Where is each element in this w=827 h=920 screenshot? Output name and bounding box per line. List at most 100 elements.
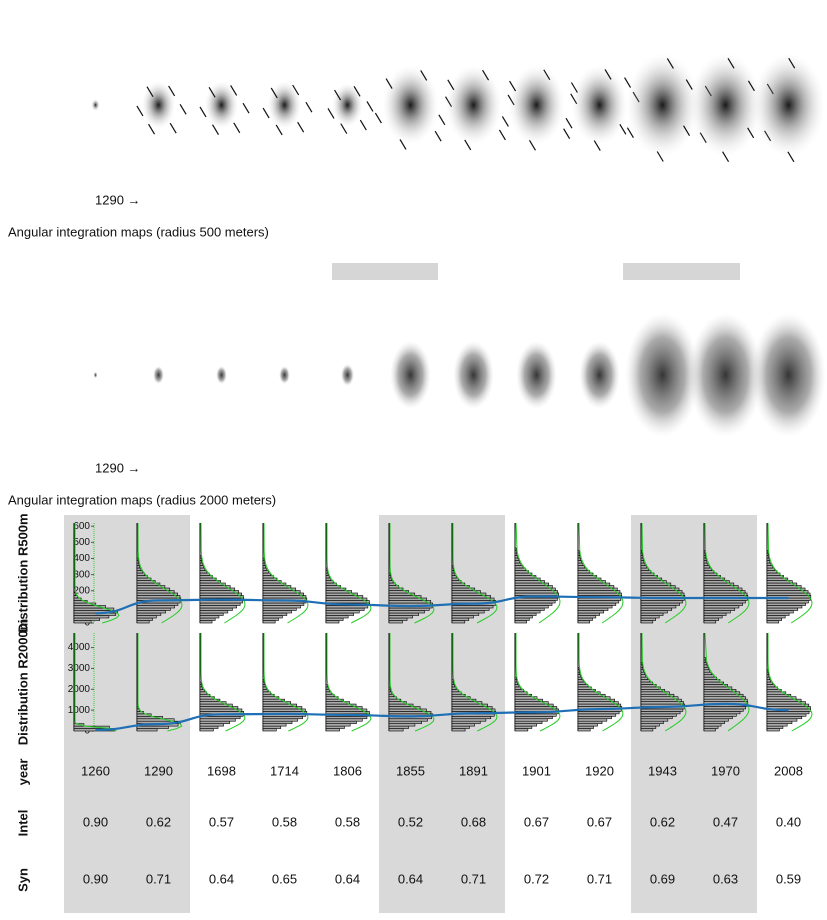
map-500m	[752, 53, 825, 157]
hist-bin	[703, 572, 718, 576]
hist-bin	[703, 600, 746, 604]
hist-bin	[325, 572, 329, 576]
map-segment	[199, 106, 207, 118]
hist-bin	[199, 572, 210, 576]
hist-bin	[199, 617, 216, 621]
hist-bin	[514, 615, 533, 619]
map-segment	[270, 87, 278, 99]
hist-bin	[766, 681, 773, 685]
hist-bin	[262, 572, 271, 576]
hist-bin	[262, 567, 268, 571]
histogram	[514, 522, 561, 624]
hist-bin	[262, 679, 265, 683]
hist-bin	[199, 689, 205, 693]
hist-bin	[703, 565, 710, 569]
hist-bin	[451, 570, 455, 574]
cell: 0.62	[146, 814, 171, 829]
hist-bin	[199, 560, 203, 564]
row-label: Distribution R500m	[15, 513, 30, 632]
hist-bin	[640, 662, 643, 666]
hist-bin	[199, 723, 224, 727]
hist-bin	[766, 711, 810, 715]
hist-bin	[577, 550, 580, 554]
hist-bin	[199, 681, 202, 685]
histogram	[136, 633, 183, 732]
map-segment	[211, 124, 220, 135]
map-segment	[438, 114, 446, 126]
hist-bin	[325, 617, 344, 621]
hist-bin	[577, 617, 593, 621]
map-500m	[382, 65, 439, 145]
hist-bin	[640, 592, 685, 596]
hist-bin	[451, 605, 494, 609]
hist-bin	[640, 552, 643, 556]
hist-bin	[514, 600, 556, 604]
hist-bin	[703, 620, 717, 624]
hist-bin	[199, 595, 244, 599]
hist-bin	[262, 602, 305, 606]
cell: 0.64	[209, 871, 234, 886]
hist-bin	[577, 671, 581, 675]
hist-bin	[451, 720, 481, 724]
map-segment	[501, 116, 509, 127]
fit-curve	[767, 632, 813, 732]
cell: 0.71	[146, 871, 171, 886]
hist-bin	[136, 713, 152, 717]
hist-bin	[577, 570, 590, 574]
hist-bin	[703, 723, 722, 727]
map-2000m	[579, 341, 620, 409]
hist-bin	[73, 725, 110, 729]
hist-bin	[73, 617, 101, 621]
hist-bin	[703, 676, 718, 680]
histogram	[262, 522, 309, 624]
map-segment	[722, 151, 730, 163]
cell: 1891	[459, 763, 488, 778]
hist-bin	[577, 715, 612, 720]
row-label: Distribution R2000m	[15, 619, 30, 745]
y-tick-label: 200	[73, 585, 90, 596]
fit-curve	[704, 522, 750, 624]
cell: 1920	[585, 763, 614, 778]
hist-bin	[262, 620, 276, 624]
map-segment	[233, 122, 241, 134]
hist-bin	[388, 693, 394, 698]
hist-bin	[388, 686, 391, 690]
hist-bin	[766, 555, 769, 559]
map-2000m	[153, 366, 164, 384]
hist-bin	[262, 610, 292, 614]
hist-bin	[514, 552, 518, 556]
hist-bin	[325, 612, 354, 616]
hist-bin	[262, 560, 265, 564]
cell: 1855	[396, 763, 425, 778]
hist-bin	[451, 728, 466, 732]
fit-curve	[452, 632, 498, 732]
cell: 0.90	[83, 814, 108, 829]
hist-bin	[577, 552, 580, 556]
hist-bin	[514, 602, 553, 606]
hist-bin	[640, 617, 657, 621]
fit-curve	[326, 632, 372, 732]
hist-bin	[766, 562, 772, 566]
hist-bin	[703, 555, 706, 559]
map-segment	[242, 102, 250, 114]
hist-bin	[325, 711, 370, 715]
hist-bin	[703, 605, 740, 609]
histogram	[577, 632, 624, 732]
caption-start: 1290 →	[95, 192, 141, 207]
hist-bin	[577, 610, 605, 614]
cell: 0.47	[713, 814, 738, 829]
hist-bin	[136, 575, 148, 579]
hist-bin	[766, 602, 806, 606]
hist-bin	[325, 689, 330, 693]
hist-bin	[577, 676, 582, 680]
hist-bin	[577, 560, 582, 564]
hist-bin	[199, 715, 241, 720]
hist-bin	[451, 684, 455, 688]
hist-bin	[199, 602, 241, 606]
map-segment	[366, 101, 374, 112]
hist-bin	[514, 728, 529, 732]
map-segment	[543, 69, 551, 81]
hist-bin	[703, 610, 731, 614]
hist-bin	[703, 615, 723, 619]
